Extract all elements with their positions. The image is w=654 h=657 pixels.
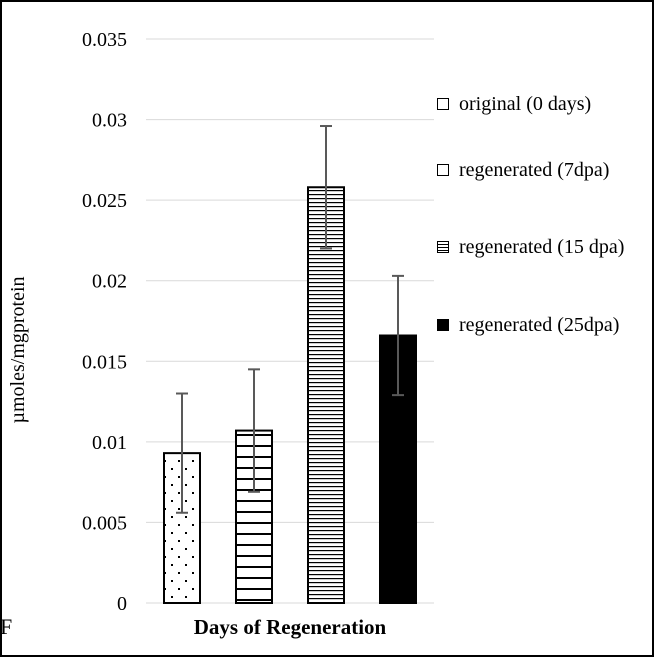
bar (307, 186, 345, 604)
x-axis-label: Days of Regeneration (194, 615, 387, 639)
y-axis-label: µmoles/mgprotein (7, 276, 29, 423)
y-tick-label: 0 (117, 593, 127, 615)
legend-item: regenerated (15 dpa) (437, 237, 652, 315)
bars (163, 186, 417, 604)
y-tick-label: 0.005 (82, 512, 127, 534)
legend-label: regenerated (7dpa) (459, 159, 610, 181)
y-tick-label: 0.03 (92, 110, 127, 132)
legend-item: regenerated (25dpa) (437, 315, 652, 381)
y-tick-label: 0.01 (92, 432, 127, 454)
legend-label: regenerated (15 dpa) (459, 236, 625, 258)
legend-item: original (0 days) (437, 94, 652, 160)
legend-swatch-solid (437, 319, 449, 331)
y-tick-label: 0.015 (82, 351, 127, 373)
legend-label: original (0 days) (459, 93, 592, 115)
legend-swatch-dots (437, 98, 449, 110)
y-tick-label: 0.035 (82, 29, 127, 51)
stray-caption-letter: F (0, 614, 13, 639)
y-tick-label: 0.02 (92, 271, 127, 293)
error-bars (176, 125, 404, 514)
bar (163, 452, 201, 604)
y-tick-labels: 0 0.005 0.01 0.015 0.02 0.025 0.03 0.035 (82, 29, 127, 615)
legend-swatch-wide-lines (437, 164, 449, 176)
chart-legend: original (0 days) regenerated (7dpa) reg… (437, 94, 652, 381)
legend-swatch-narrow-lines (437, 241, 449, 253)
legend-label: regenerated (25dpa) (459, 314, 620, 336)
y-tick-label: 0.025 (82, 190, 127, 212)
legend-item: regenerated (7dpa) (437, 160, 652, 237)
